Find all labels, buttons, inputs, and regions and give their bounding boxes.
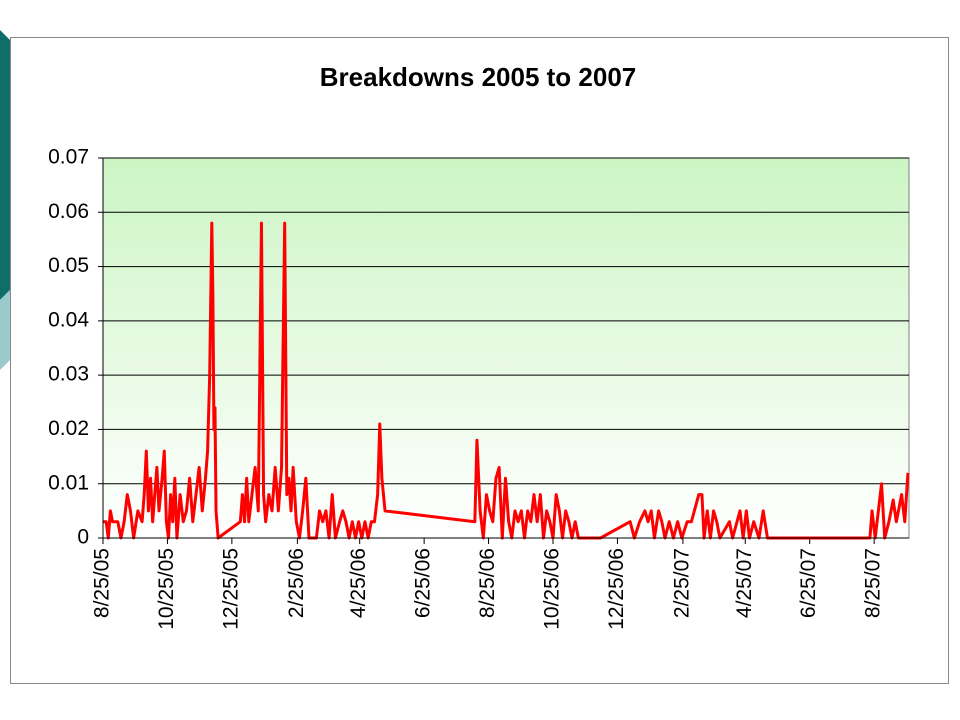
x-tick-label: 12/25/06 bbox=[605, 548, 628, 630]
y-tick-label: 0.02 bbox=[48, 417, 89, 440]
chart-title: Breakdowns 2005 to 2007 bbox=[320, 62, 637, 92]
x-tick-label: 6/25/06 bbox=[412, 548, 435, 618]
decoration bbox=[0, 290, 10, 370]
y-tick-label: 0.01 bbox=[48, 471, 89, 494]
y-tick-label: 0.05 bbox=[48, 254, 89, 277]
x-tick-label: 10/25/05 bbox=[155, 548, 178, 630]
x-tick-label: 2/25/07 bbox=[670, 548, 693, 618]
x-tick-label: 8/25/07 bbox=[862, 548, 885, 618]
x-tick-label: 10/25/06 bbox=[541, 548, 564, 630]
decoration bbox=[0, 30, 10, 300]
y-tick-label: 0.03 bbox=[48, 363, 89, 386]
y-tick-label: 0.04 bbox=[48, 308, 89, 331]
x-tick-label: 12/25/05 bbox=[219, 548, 242, 630]
x-tick-label: 2/25/06 bbox=[285, 548, 308, 618]
x-tick-label: 4/25/06 bbox=[347, 548, 370, 618]
x-tick-label: 4/25/07 bbox=[733, 548, 756, 618]
plot-area bbox=[102, 157, 910, 539]
x-tick-label: 6/25/07 bbox=[797, 548, 820, 618]
y-tick-label: 0 bbox=[77, 526, 89, 549]
data-line bbox=[103, 221, 910, 540]
x-tick-label: 8/25/05 bbox=[91, 548, 114, 618]
x-tick-label: 8/25/06 bbox=[476, 548, 499, 618]
y-tick-label: 0.07 bbox=[48, 146, 89, 169]
y-tick-label: 0.06 bbox=[48, 200, 89, 223]
